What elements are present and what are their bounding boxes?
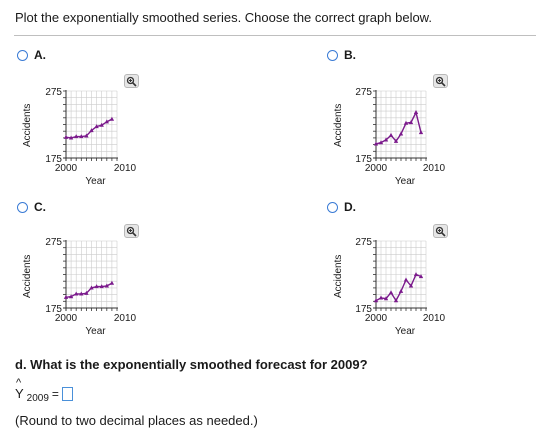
data-point — [63, 134, 69, 139]
data-point — [383, 296, 389, 301]
x-axis-label: Year — [395, 326, 416, 337]
x-tick-label: 2010 — [114, 313, 137, 324]
zoom-icon — [435, 76, 446, 87]
option-b-radio[interactable] — [327, 49, 338, 61]
data-point — [398, 131, 404, 136]
series-line — [65, 282, 113, 298]
divider — [14, 35, 536, 36]
data-point — [398, 288, 404, 293]
data-point — [373, 141, 379, 146]
y-tick-label: 275 — [355, 237, 372, 248]
data-point — [68, 135, 74, 140]
x-tick-label: 2010 — [423, 313, 446, 324]
data-point — [84, 133, 89, 138]
data-point — [104, 283, 109, 288]
data-point — [408, 120, 414, 125]
zoom-icon — [126, 226, 137, 237]
x-axis-label: Year — [395, 176, 416, 187]
data-point — [79, 291, 84, 296]
x-tick-label: 2000 — [55, 163, 78, 174]
x-tick-label: 2000 — [365, 313, 388, 324]
y-tick-label: 275 — [45, 237, 62, 248]
data-point — [74, 291, 79, 296]
data-point — [408, 283, 414, 288]
y-tick-label: 175 — [355, 304, 372, 315]
data-point — [393, 298, 399, 303]
x-axis-label: Year — [85, 176, 106, 187]
question-prompt: Plot the exponentially smoothed series. … — [15, 10, 432, 25]
zoom-button-b[interactable] — [433, 74, 448, 88]
data-point — [79, 134, 84, 139]
data-point — [383, 137, 389, 142]
option-a-letter: A. — [34, 48, 46, 62]
data-point — [74, 134, 79, 139]
zoom-button-c[interactable] — [124, 224, 139, 238]
x-axis-label: Year — [85, 326, 106, 337]
data-point — [84, 290, 89, 295]
x-tick-label: 2010 — [423, 163, 446, 174]
data-point — [63, 294, 69, 299]
zoom-button-d[interactable] — [433, 224, 448, 238]
answer-row: ^ Y 2009 = — [15, 377, 73, 404]
data-point — [413, 272, 419, 277]
data-point — [99, 122, 104, 127]
rounding-note: (Round to two decimal places as needed.) — [15, 413, 258, 428]
data-point — [413, 110, 419, 115]
data-point — [104, 119, 109, 124]
data-point — [109, 280, 115, 285]
y-symbol: Y — [15, 386, 24, 401]
data-point — [418, 274, 424, 279]
series-line — [65, 118, 113, 139]
y-tick-label: 275 — [45, 87, 62, 98]
data-point — [378, 140, 384, 145]
option-c-radio[interactable] — [17, 201, 28, 213]
forecast-answer-input[interactable] — [61, 387, 73, 401]
zoom-icon — [435, 226, 446, 237]
hat-mark: ^ — [16, 377, 22, 389]
series-line — [375, 110, 422, 145]
option-b-letter: B. — [344, 48, 356, 62]
x-tick-label: 2000 — [55, 313, 78, 324]
data-point — [94, 284, 99, 289]
y-tick-label: 175 — [355, 154, 372, 165]
option-c-letter: C. — [34, 200, 46, 214]
data-point — [99, 284, 104, 289]
zoom-button-a[interactable] — [124, 74, 139, 88]
y-tick-label: 175 — [45, 154, 62, 165]
data-point — [68, 294, 74, 299]
data-point — [388, 132, 394, 137]
data-point — [388, 290, 394, 295]
data-point — [89, 128, 94, 133]
y-tick-label: 175 — [45, 304, 62, 315]
data-point — [393, 138, 399, 143]
data-point — [403, 277, 409, 282]
option-d-letter: D. — [344, 200, 356, 214]
answer-subscript: 2009 — [26, 393, 49, 404]
option-d-radio[interactable] — [327, 201, 338, 213]
data-point — [94, 124, 99, 129]
zoom-icon — [126, 76, 137, 87]
y-tick-label: 275 — [355, 87, 372, 98]
data-point — [403, 120, 409, 125]
y-hat-symbol: ^ Y — [15, 377, 24, 401]
data-point — [373, 298, 379, 303]
data-point — [109, 116, 115, 121]
data-point — [418, 130, 424, 135]
data-point — [89, 285, 94, 290]
x-tick-label: 2010 — [114, 163, 137, 174]
series-line — [375, 273, 422, 303]
data-point — [378, 295, 384, 300]
option-a-radio[interactable] — [17, 49, 28, 61]
equals-sign: = — [51, 387, 59, 401]
question-d: d. What is the exponentially smoothed fo… — [15, 357, 368, 372]
x-tick-label: 2000 — [365, 163, 388, 174]
